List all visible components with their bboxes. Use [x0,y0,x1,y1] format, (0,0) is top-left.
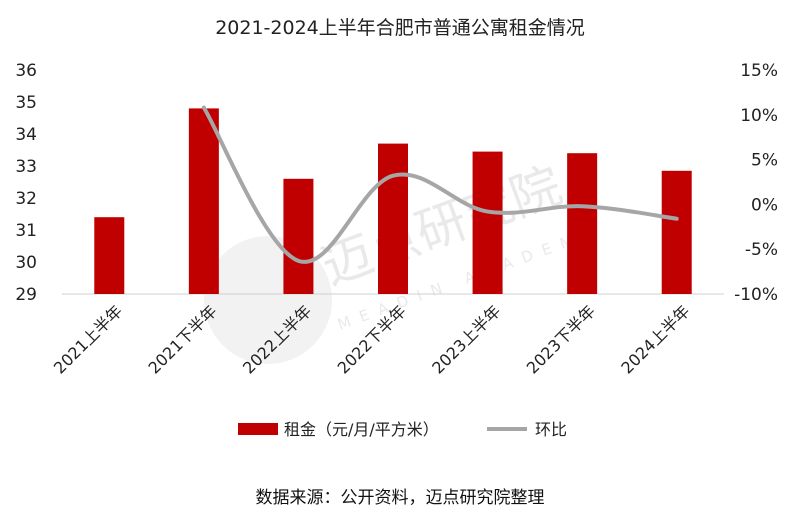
left-tick-label: 29 [15,285,37,305]
left-tick-label: 35 [15,93,37,113]
x-tick-label: 2021下半年 [145,301,221,377]
legend: 租金（元/月/平方米） 环比 [238,420,567,439]
x-tick-label: 2023下半年 [523,301,599,377]
right-tick-label: 15% [740,61,778,81]
left-axis-ticks: 29 30 31 32 33 34 35 36 [15,61,37,305]
bar-series [94,108,692,295]
legend-line-label: 环比 [535,420,567,439]
x-tick-label: 2023上半年 [428,301,504,377]
bar [472,151,503,294]
bar [567,153,598,294]
left-tick-label: 34 [15,125,37,145]
right-tick-label: 5% [751,151,778,171]
right-tick-label: 0% [751,195,778,215]
line-series-path [201,105,679,264]
right-axis-ticks: -10% -5% 0% 5% 10% 15% [734,61,778,305]
left-tick-label: 30 [15,253,37,273]
bar [378,143,408,294]
chart-title: 2021-2024上半年合肥市普通公寓租金情况 [215,17,585,39]
left-tick-label: 32 [15,189,37,209]
legend-bar-label: 租金（元/月/平方米） [284,420,439,439]
bar [188,108,219,295]
x-tick-label: 2024上半年 [617,301,693,377]
x-tick-label: 2021上半年 [50,301,126,377]
right-tick-label: 10% [740,106,778,126]
legend-bar-swatch [238,423,278,435]
bar [94,217,125,294]
source-note: 数据来源：公开资料，迈点研究院整理 [256,488,545,508]
right-tick-label: -5% [745,240,778,260]
bar [661,170,692,294]
bar [283,178,314,294]
left-tick-label: 36 [15,61,37,81]
right-tick-label: -10% [734,285,778,305]
left-tick-label: 33 [15,157,37,177]
left-tick-label: 31 [15,221,37,241]
watermark-cn: 迈点研究院 [314,156,569,296]
